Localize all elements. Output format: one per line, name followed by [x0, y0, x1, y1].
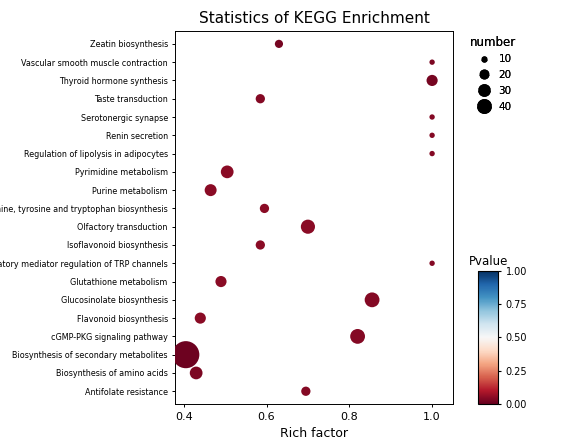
Point: [275, 40, 284, 48]
Point: [427, 114, 436, 121]
Point: [301, 388, 310, 395]
Point: [427, 59, 436, 66]
Point: [222, 168, 231, 175]
Point: [181, 351, 190, 358]
Point: [260, 205, 269, 212]
Point: [427, 150, 436, 157]
X-axis label: Rich factor: Rich factor: [280, 427, 348, 440]
Point: [216, 278, 225, 285]
Title: Pvalue: Pvalue: [469, 255, 508, 268]
Point: [427, 77, 436, 84]
Point: [206, 186, 215, 194]
Point: [256, 242, 265, 249]
Point: [353, 333, 362, 340]
Point: [196, 314, 205, 321]
Point: [256, 95, 265, 102]
Point: [427, 132, 436, 139]
Point: [192, 369, 201, 377]
Legend: 10, 20, 30, 40: 10, 20, 30, 40: [466, 32, 519, 115]
Title: Statistics of KEGG Enrichment: Statistics of KEGG Enrichment: [199, 11, 430, 26]
Point: [427, 260, 436, 267]
Point: [367, 296, 376, 303]
Point: [303, 223, 312, 230]
